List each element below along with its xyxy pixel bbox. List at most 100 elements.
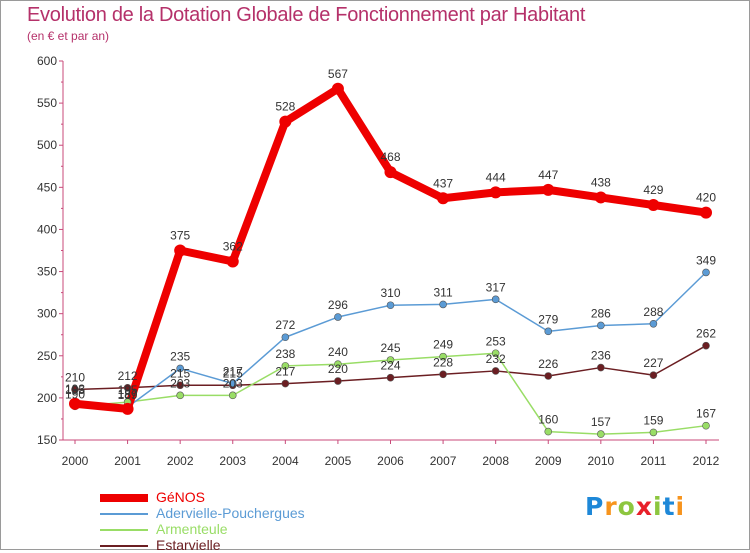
data-label: 468 — [380, 150, 400, 164]
data-label: 224 — [380, 359, 400, 373]
x-tick-label: 2010 — [587, 454, 614, 468]
data-label: 262 — [696, 327, 716, 341]
data-label: 226 — [538, 357, 558, 371]
x-axis-labels: 2000 2001 2002 2003 2004 2005 2006 2007 2008 2009… — [62, 454, 720, 468]
data-label: 286 — [591, 306, 611, 320]
legend-swatch-estarvielle — [100, 545, 148, 547]
data-point — [386, 356, 395, 364]
data-point — [647, 199, 660, 212]
x-tick-label: 2007 — [430, 454, 457, 468]
data-point — [334, 313, 342, 321]
data-point — [437, 192, 450, 205]
data-label: 167 — [696, 407, 716, 421]
data-point — [597, 363, 605, 372]
data-label: 240 — [328, 345, 348, 359]
data-label: 187 — [118, 387, 138, 401]
data-point — [121, 402, 134, 415]
data-label: 217 — [275, 365, 295, 379]
data-point — [228, 379, 237, 388]
data-label: 288 — [643, 305, 663, 319]
data-label: 447 — [538, 168, 558, 182]
x-tick-label: 2001 — [114, 454, 141, 468]
data-label: 220 — [328, 362, 348, 376]
data-point — [700, 206, 712, 219]
data-point — [702, 421, 710, 430]
data-point — [69, 397, 81, 410]
data-point — [491, 349, 500, 358]
x-tick-label: 2003 — [219, 454, 246, 468]
data-label: 157 — [591, 415, 611, 429]
data-point — [544, 372, 553, 380]
data-point — [384, 166, 397, 179]
data-label: 203 — [223, 376, 243, 390]
y-tick-label: 500 — [37, 138, 57, 152]
data-point — [176, 381, 184, 390]
data-label: 215 — [223, 366, 243, 380]
data-label: 438 — [591, 175, 611, 189]
data-label: 227 — [643, 356, 663, 370]
x-tick-label: 2012 — [693, 454, 720, 468]
data-label: 253 — [486, 334, 506, 348]
logo-letter: i — [653, 492, 663, 521]
data-point — [649, 428, 658, 437]
data-point — [702, 341, 710, 350]
data-point — [597, 321, 605, 330]
data-labels: 210 212 215 215 217 220 224 228 232 2262362272621… — [65, 67, 716, 429]
data-point — [334, 360, 342, 369]
legend-label-estarvielle: Estarvielle — [156, 537, 221, 553]
chart-axes — [59, 60, 719, 444]
x-tick-label: 2008 — [482, 454, 509, 468]
series-points — [69, 82, 712, 438]
data-label: 203 — [170, 376, 190, 390]
data-point — [331, 82, 344, 95]
x-tick-label: 2005 — [325, 454, 352, 468]
logo-letter: r — [604, 492, 618, 521]
data-label: 235 — [170, 349, 190, 363]
data-label: 217 — [223, 365, 243, 379]
y-axis-labels: 150 200 250 300 350 400 450 500 550 600 — [37, 54, 57, 447]
data-label: 228 — [433, 355, 453, 369]
data-label: 272 — [275, 318, 295, 332]
data-label: 375 — [170, 229, 190, 243]
y-tick-label: 550 — [37, 96, 57, 110]
data-label: 236 — [591, 349, 611, 363]
data-label: 567 — [328, 67, 348, 81]
x-tick-label: 2004 — [272, 454, 299, 468]
data-point — [176, 391, 184, 400]
legend-swatch-armenteule — [100, 529, 148, 531]
legend-swatch-adervielle-pouchergues — [100, 513, 148, 515]
legend-swatch-genos — [100, 494, 148, 502]
y-tick-label: 400 — [37, 222, 57, 236]
chart-title: Evolution de la Dotation Globale de Fonc… — [27, 4, 586, 26]
data-label: 210 — [65, 370, 85, 384]
data-label: 232 — [486, 352, 506, 366]
y-tick-label: 250 — [37, 349, 57, 363]
logo-letter: o — [617, 492, 636, 521]
data-label: 444 — [486, 170, 506, 184]
data-label: 190 — [65, 387, 85, 401]
data-point — [176, 364, 184, 373]
data-point — [544, 427, 553, 436]
data-label: 528 — [275, 100, 295, 114]
x-tick-label: 2011 — [641, 454, 667, 468]
data-label: 249 — [433, 338, 453, 352]
data-label: 195 — [118, 383, 138, 397]
data-point — [491, 295, 500, 304]
data-label: 212 — [118, 369, 138, 383]
data-point — [649, 319, 658, 328]
data-label: 160 — [538, 413, 558, 427]
data-label: 279 — [538, 312, 558, 326]
logo-letter: P — [585, 492, 605, 521]
data-label: 420 — [696, 191, 716, 205]
y-tick-label: 300 — [37, 307, 57, 321]
data-point — [334, 377, 342, 385]
data-point — [439, 352, 447, 361]
data-label: 215 — [170, 366, 190, 380]
data-point — [491, 367, 500, 375]
proxiti-logo: Proxiti — [585, 492, 685, 521]
data-point — [281, 333, 290, 342]
data-label: 189 — [118, 388, 138, 402]
data-label: 310 — [380, 286, 400, 300]
data-point — [544, 327, 553, 336]
